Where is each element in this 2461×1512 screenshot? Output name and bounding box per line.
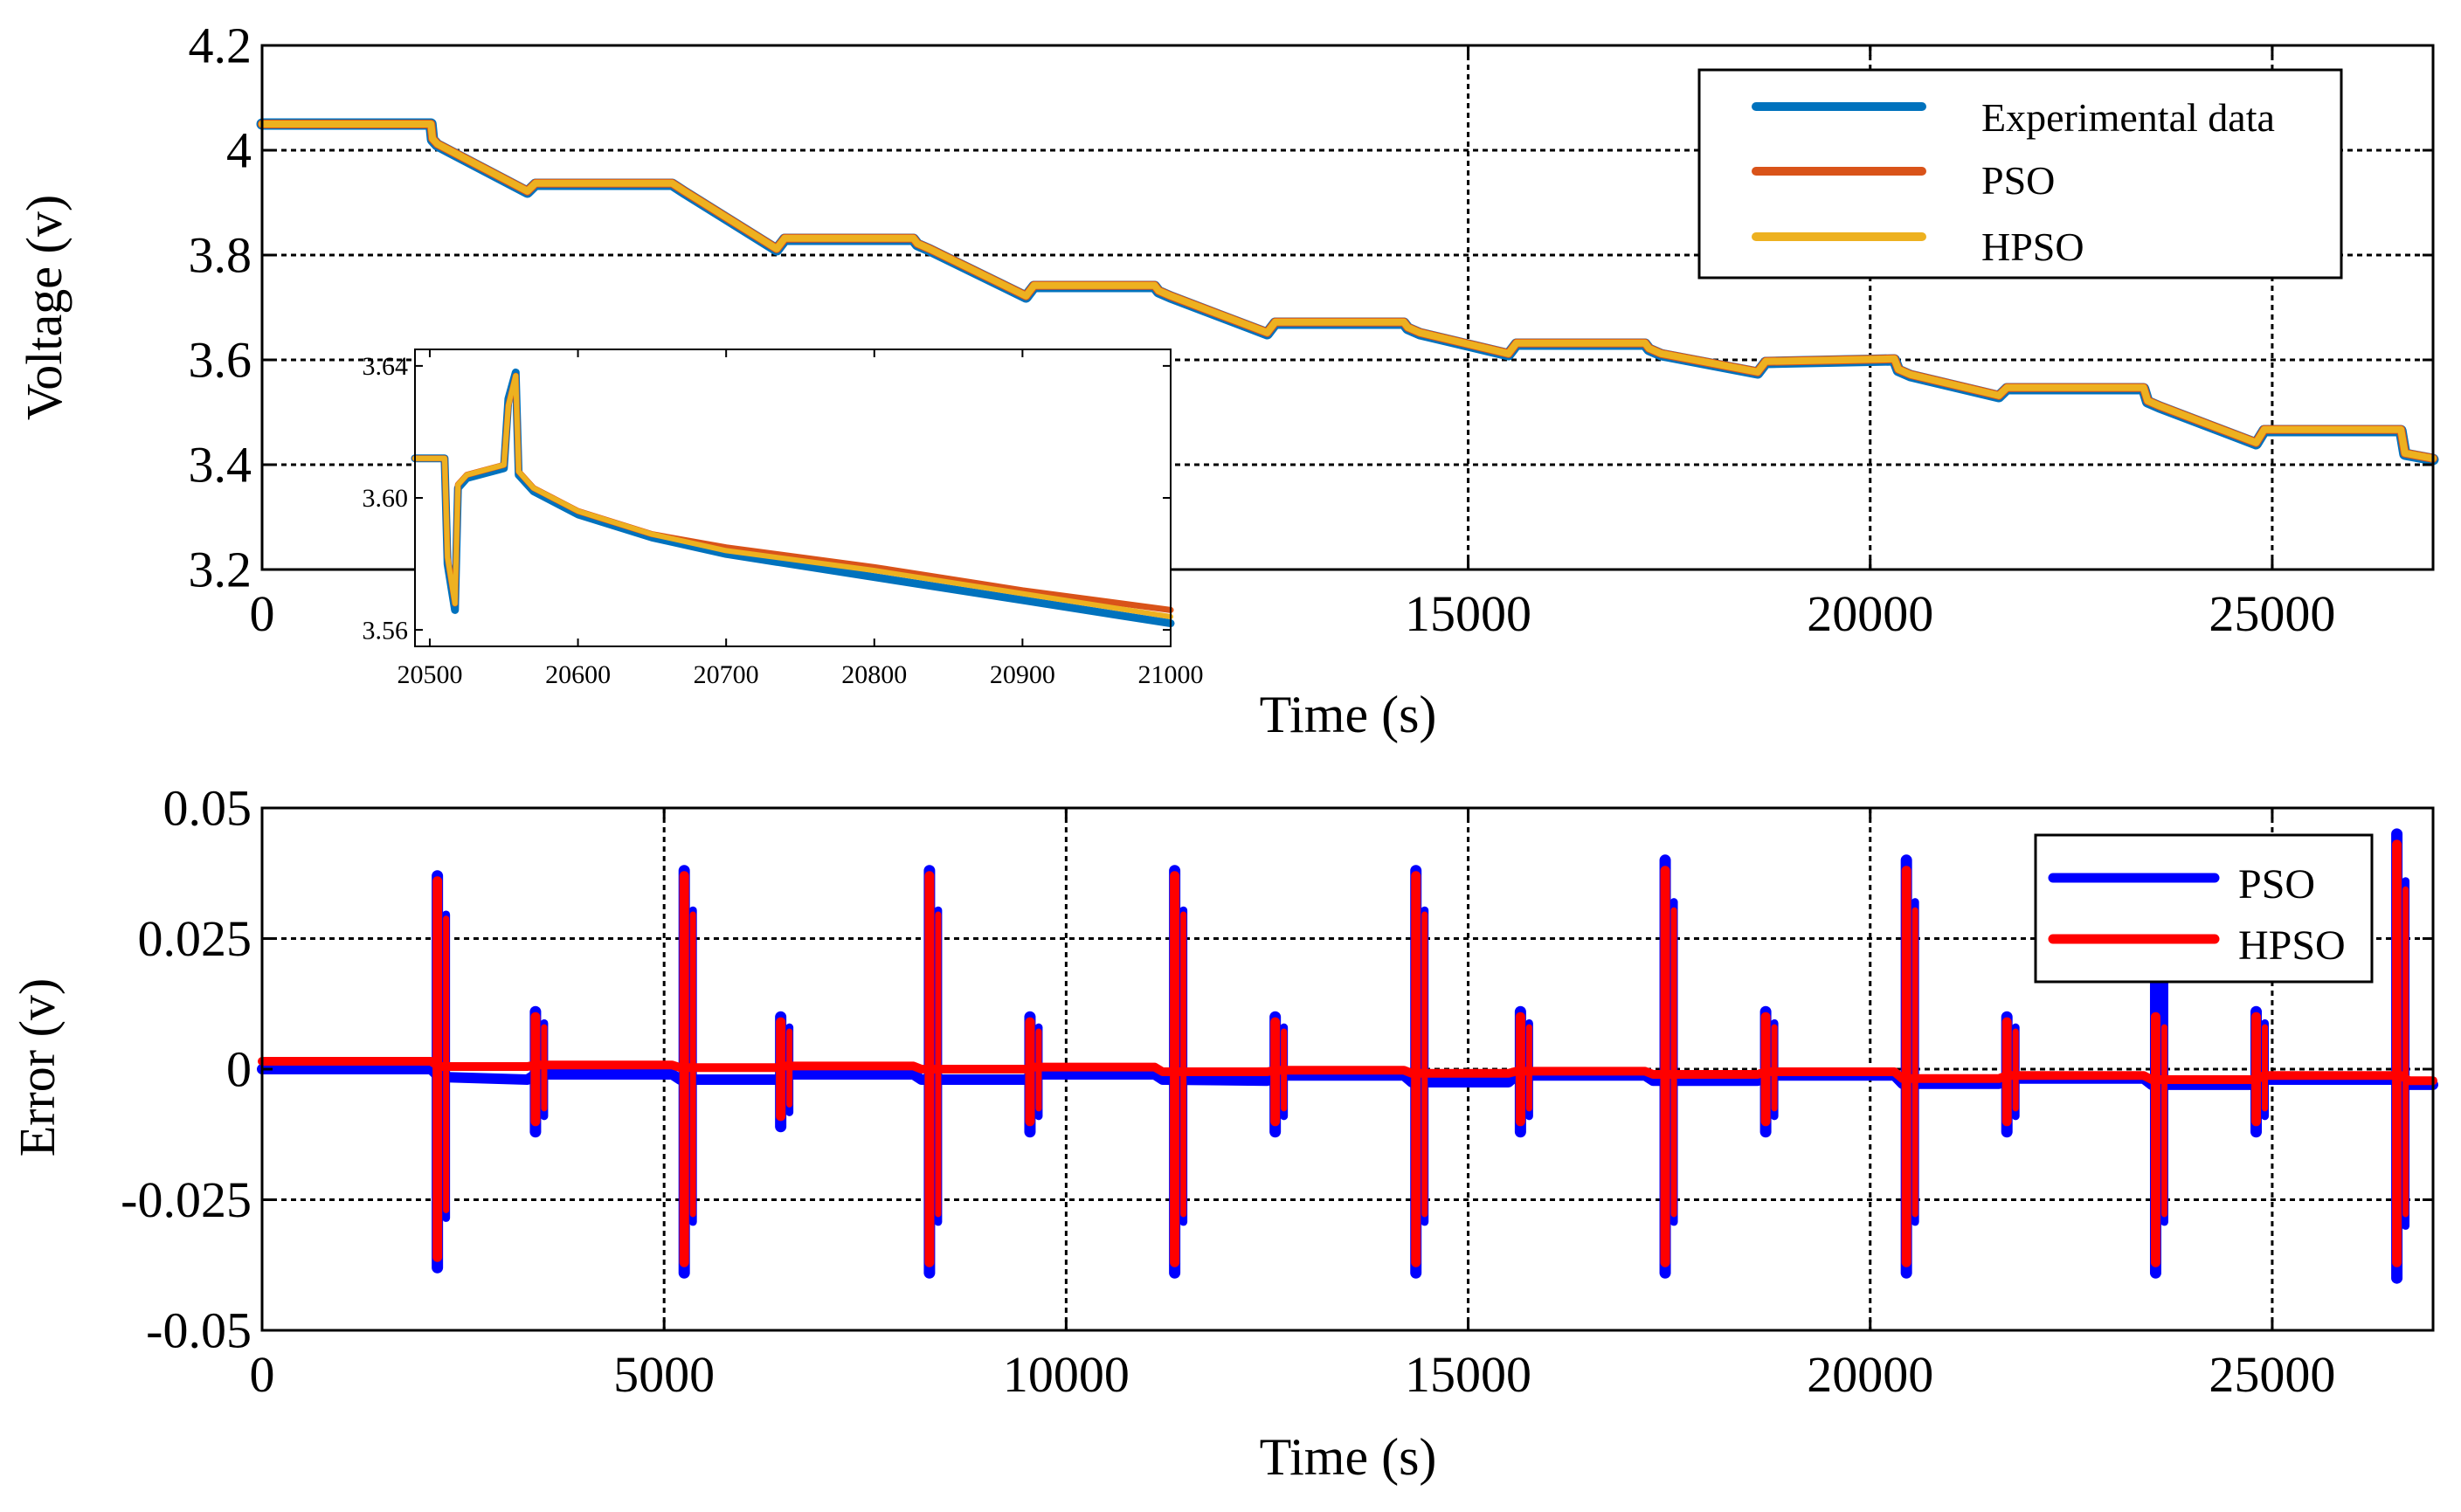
- inset-y-ticks: 3.56 3.60 3.64: [363, 352, 1171, 645]
- x-tick-label-0: 0: [250, 585, 275, 642]
- legend-label-experimental-data: Experimental data: [1981, 95, 2275, 140]
- x-tick-label-5000: 5000: [613, 1346, 715, 1403]
- x-tick-label-21000: 21000: [1138, 660, 1204, 689]
- y-tick-label-3.4: 3.4: [189, 437, 252, 494]
- legend-label-error-hpso: HPSO: [2238, 922, 2346, 969]
- x-tick-label-0: 0: [250, 1346, 275, 1403]
- voltage-legend: Experimental data PSO HPSO: [1697, 68, 2343, 280]
- y-tick-label-0.025: 0.025: [138, 910, 252, 967]
- inset-panel: 3.56 3.60 3.64 20500 20600 20700 20800 20900 21…: [363, 349, 1204, 689]
- y-tick-label-3.64: 3.64: [363, 352, 409, 381]
- y-tick-label-3.60: 3.60: [363, 484, 409, 513]
- voltage-x-ticks: 0 15000 20000 25000: [250, 45, 2335, 642]
- x-tick-label-25000: 25000: [2209, 585, 2335, 642]
- y-tick-label-0: 0: [226, 1041, 252, 1098]
- y-tick-label-4: 4: [226, 122, 252, 179]
- error-x-axis-label: Time (s): [1260, 1428, 1437, 1486]
- error-y-axis-label: Error (v): [9, 978, 66, 1157]
- inset-series: [411, 368, 1175, 628]
- y-tick-label-3.8: 3.8: [189, 227, 252, 284]
- error-baseline-hpso: [258, 1057, 2437, 1086]
- voltage-y-ticks: 3.2 3.4 3.6 3.8 4 4.2: [189, 17, 2433, 598]
- x-tick-label-20700: 20700: [694, 660, 759, 689]
- voltage-series-hpso: [259, 121, 2437, 462]
- legend-label-error-pso: PSO: [2238, 861, 2315, 908]
- x-tick-label-20600: 20600: [545, 660, 611, 689]
- voltage-x-axis-label: Time (s): [1260, 686, 1437, 743]
- error-y-ticks: -0.05 -0.025 0 0.025 0.05: [121, 780, 2433, 1359]
- x-tick-label-20900: 20900: [990, 660, 1055, 689]
- y-tick-label-0.05: 0.05: [163, 780, 252, 837]
- y-tick-label-3.6: 3.6: [189, 332, 252, 389]
- y-tick-label--0.025: -0.025: [121, 1171, 252, 1228]
- y-tick-label--0.05: -0.05: [146, 1302, 252, 1359]
- legend-label-pso: PSO: [1981, 158, 2055, 203]
- voltage-y-axis-label: Voltage (v): [16, 195, 73, 420]
- x-tick-label-15000: 15000: [1405, 1346, 1531, 1403]
- y-tick-label-4.2: 4.2: [189, 17, 252, 74]
- error-legend-box: [2034, 833, 2374, 984]
- legend-label-hpso: HPSO: [1981, 224, 2084, 269]
- x-tick-label-10000: 10000: [1003, 1346, 1130, 1403]
- voltage-series: [256, 118, 2439, 466]
- x-tick-label-25000: 25000: [2209, 1346, 2335, 1403]
- x-tick-label-20000: 20000: [1807, 1346, 1933, 1403]
- error-panel: -0.05 -0.025 0 0.025 0.05 0 5000 10000 15000 200…: [9, 780, 2438, 1486]
- y-tick-label-3.56: 3.56: [363, 616, 409, 645]
- voltage-axes-box: [260, 44, 2435, 571]
- inset-series-hpso: [412, 373, 1173, 619]
- x-tick-label-20500: 20500: [397, 660, 462, 689]
- x-tick-label-20000: 20000: [1807, 585, 1933, 642]
- inset-x-ticks: 20500 20600 20700 20800 20900 21000: [397, 349, 1204, 689]
- x-tick-label-20800: 20800: [841, 660, 907, 689]
- y-tick-label-3.2: 3.2: [189, 542, 252, 598]
- error-legend: PSO HPSO: [2034, 833, 2374, 984]
- x-tick-label-15000: 15000: [1405, 585, 1531, 642]
- error-x-ticks: 0 5000 10000 15000 20000 25000: [250, 808, 2335, 1403]
